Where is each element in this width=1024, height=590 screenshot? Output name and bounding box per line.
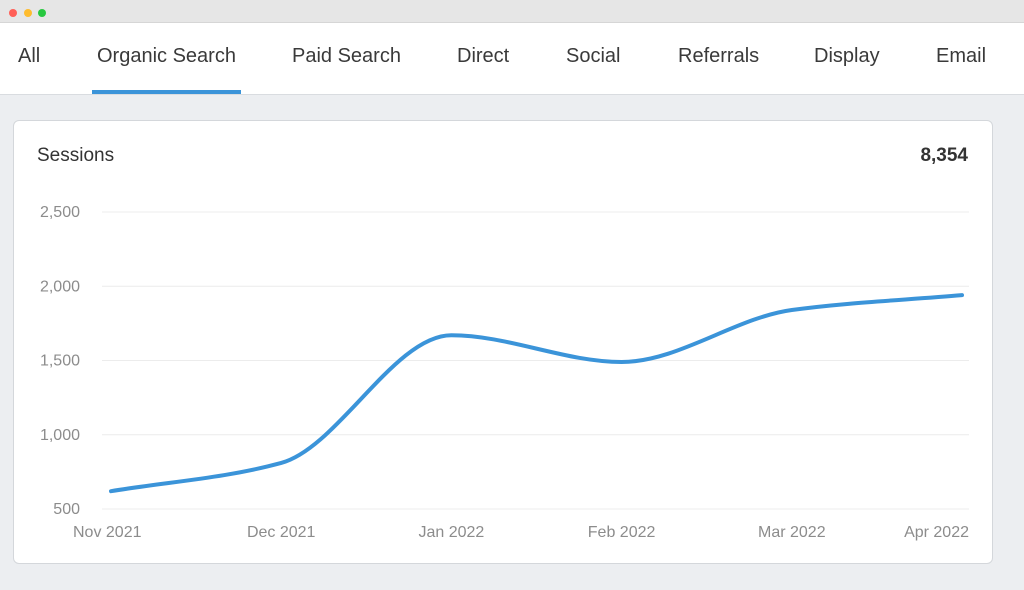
channel-tab-bar: All Organic Search Paid Search Direct So… bbox=[0, 23, 1024, 95]
tab-organic-search[interactable]: Organic Search bbox=[97, 45, 236, 67]
active-tab-indicator bbox=[92, 90, 241, 94]
close-window-button[interactable] bbox=[9, 9, 17, 17]
tab-email[interactable]: Email bbox=[936, 45, 987, 67]
x-tick-label: Jan 2022 bbox=[418, 524, 484, 541]
x-tick-label: Feb 2022 bbox=[588, 524, 656, 541]
tab-direct[interactable]: Direct bbox=[457, 45, 510, 67]
window-titlebar bbox=[0, 0, 1024, 23]
tab-referrals[interactable]: Referrals bbox=[678, 45, 760, 67]
tab-paid-search[interactable]: Paid Search bbox=[292, 45, 401, 67]
sessions-series-line bbox=[109, 293, 964, 494]
y-tick-label: 500 bbox=[53, 501, 80, 518]
y-tick-label: 1,000 bbox=[40, 427, 80, 444]
sessions-card: Sessions 8,354 500 1,000 1,500 2,000 2,500 No… bbox=[13, 120, 993, 564]
maximize-window-button[interactable] bbox=[38, 9, 46, 17]
tab-display[interactable]: Display bbox=[814, 45, 880, 67]
y-tick-label: 2,500 bbox=[40, 204, 80, 221]
y-tick-label: 1,500 bbox=[40, 353, 80, 370]
x-tick-label: Mar 2022 bbox=[758, 524, 826, 541]
y-tick-label: 2,000 bbox=[40, 278, 80, 295]
x-tick-label: Dec 2021 bbox=[247, 524, 316, 541]
x-tick-label: Apr 2022 bbox=[904, 524, 969, 541]
sessions-total: 8,354 bbox=[920, 145, 968, 166]
sessions-title: Sessions bbox=[37, 145, 115, 166]
minimize-window-button[interactable] bbox=[24, 9, 32, 17]
tab-social[interactable]: Social bbox=[566, 45, 621, 67]
sessions-line-chart: 500 1,000 1,500 2,000 2,500 Nov 2021 Dec 2021 J… bbox=[40, 204, 969, 541]
tab-all[interactable]: All bbox=[18, 45, 41, 67]
x-tick-label: Nov 2021 bbox=[73, 524, 142, 541]
